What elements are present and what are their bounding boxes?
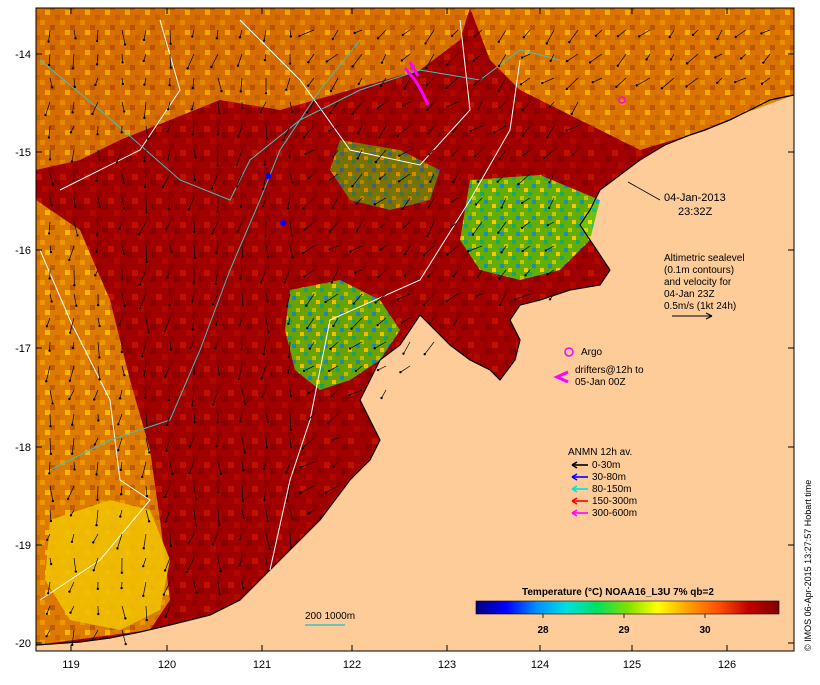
svg-text:(0.1m contours): (0.1m contours) — [664, 265, 734, 276]
lon-tick-label: 121 — [253, 659, 271, 671]
lon-tick-label: 126 — [718, 659, 736, 671]
legend-item-label: 150-300m — [592, 496, 637, 507]
credit-text: © IMOS 06-Apr-2015 13:27:57 Hobart time — [803, 480, 813, 651]
legend-item-label: 30-80m — [592, 472, 626, 483]
drifters-label: 05-Jan 00Z — [575, 377, 626, 388]
drifters-label: drifters@12h to — [575, 365, 644, 376]
lat-tick-label: -16 — [15, 245, 31, 257]
mooring-marker — [265, 173, 271, 179]
colorbar-tick-label: 29 — [618, 625, 630, 636]
svg-text:0.5m/s (1kt 24h): 0.5m/s (1kt 24h) — [664, 301, 736, 312]
legend-item-label: 80-150m — [592, 484, 631, 495]
svg-text:Altimetric sealevel: Altimetric sealevel — [664, 253, 745, 264]
date-label: 04-Jan-2013 — [664, 192, 726, 204]
lat-tick-label: -17 — [15, 343, 31, 355]
lon-tick-label: 123 — [438, 659, 456, 671]
lon-tick-label: 125 — [623, 659, 641, 671]
lat-tick-label: -15 — [15, 147, 31, 159]
isobath-scale-label: 200 1000m — [305, 611, 355, 622]
argo-label: Argo — [581, 347, 603, 358]
mooring-marker — [280, 220, 286, 226]
lon-tick-label: 119 — [62, 659, 80, 671]
colorbar-tick-label: 30 — [699, 625, 711, 636]
colorbar-title: Temperature (°C) NOAA16_L3U 7% qb=2 — [522, 587, 714, 598]
lat-tick-label: -20 — [15, 638, 31, 650]
svg-text:and velocity for: and velocity for — [664, 277, 732, 288]
legend-item-label: 300-600m — [592, 508, 637, 519]
lat-tick-label: -18 — [15, 442, 31, 454]
legend-item-label: 0-30m — [592, 460, 620, 471]
legend-title: ANMN 12h av. — [568, 447, 632, 458]
lon-tick-label: 122 — [343, 659, 361, 671]
lat-tick-label: -19 — [15, 540, 31, 552]
lon-tick-label: 120 — [158, 659, 176, 671]
time-label: 23:32Z — [678, 206, 713, 218]
lon-tick-label: 124 — [531, 659, 549, 671]
colorbar-gradient — [476, 601, 779, 614]
svg-text:04-Jan 23Z: 04-Jan 23Z — [664, 289, 715, 300]
colorbar-tick-label: 28 — [537, 625, 549, 636]
lat-tick-label: -14 — [15, 49, 31, 61]
